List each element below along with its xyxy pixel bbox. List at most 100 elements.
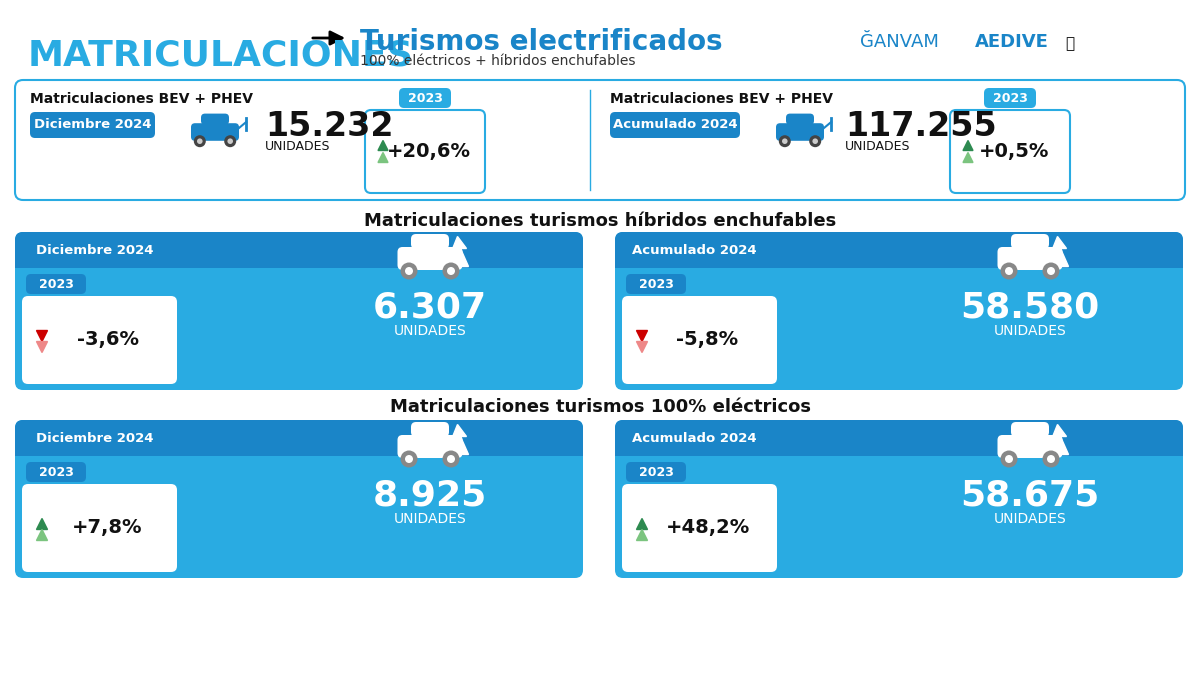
FancyBboxPatch shape	[1010, 422, 1049, 437]
Circle shape	[1006, 267, 1013, 275]
Text: 15.232: 15.232	[265, 110, 394, 143]
Circle shape	[1001, 263, 1018, 279]
FancyBboxPatch shape	[997, 247, 1062, 270]
FancyBboxPatch shape	[622, 484, 778, 572]
Text: Acumulado 2024: Acumulado 2024	[632, 244, 757, 256]
FancyBboxPatch shape	[622, 296, 778, 384]
FancyBboxPatch shape	[365, 110, 485, 193]
Text: 8.925: 8.925	[373, 478, 487, 512]
FancyBboxPatch shape	[398, 88, 451, 108]
Bar	[616, 250, 1183, 268]
Text: 6.307: 6.307	[373, 290, 487, 324]
Circle shape	[224, 135, 236, 147]
Polygon shape	[636, 518, 648, 529]
FancyBboxPatch shape	[626, 274, 686, 294]
Polygon shape	[378, 153, 388, 163]
Text: Turismos electrificados: Turismos electrificados	[360, 28, 722, 56]
Text: +7,8%: +7,8%	[72, 518, 143, 537]
FancyBboxPatch shape	[14, 80, 1186, 200]
FancyBboxPatch shape	[14, 420, 583, 456]
Polygon shape	[36, 331, 48, 342]
FancyBboxPatch shape	[410, 234, 449, 249]
Circle shape	[1046, 455, 1055, 463]
FancyBboxPatch shape	[950, 110, 1070, 193]
Circle shape	[812, 138, 818, 144]
Text: -5,8%: -5,8%	[677, 331, 738, 350]
FancyBboxPatch shape	[984, 88, 1036, 108]
Text: +20,6%: +20,6%	[386, 142, 470, 161]
Circle shape	[443, 450, 460, 468]
Circle shape	[1046, 267, 1055, 275]
FancyBboxPatch shape	[22, 484, 178, 572]
Polygon shape	[636, 342, 648, 352]
Text: +0,5%: +0,5%	[979, 142, 1049, 161]
FancyBboxPatch shape	[626, 462, 686, 482]
FancyBboxPatch shape	[14, 420, 583, 578]
Polygon shape	[1051, 236, 1068, 267]
FancyBboxPatch shape	[410, 422, 449, 437]
Text: UNIDADES: UNIDADES	[994, 512, 1067, 526]
Circle shape	[443, 263, 460, 279]
Text: 2023: 2023	[638, 277, 673, 290]
Circle shape	[401, 263, 418, 279]
Circle shape	[406, 455, 413, 463]
Text: UNIDADES: UNIDADES	[994, 324, 1067, 338]
FancyBboxPatch shape	[622, 237, 767, 263]
FancyBboxPatch shape	[997, 435, 1062, 458]
FancyBboxPatch shape	[22, 425, 167, 451]
Polygon shape	[36, 529, 48, 541]
Circle shape	[809, 135, 821, 147]
Circle shape	[1006, 455, 1013, 463]
FancyBboxPatch shape	[26, 462, 86, 482]
Text: Diciembre 2024: Diciembre 2024	[34, 119, 151, 132]
Text: +48,2%: +48,2%	[665, 518, 750, 537]
Text: 100% eléctricos + híbridos enchufables: 100% eléctricos + híbridos enchufables	[360, 54, 636, 68]
Polygon shape	[636, 331, 648, 342]
Text: 🚗: 🚗	[1066, 36, 1074, 51]
Text: UNIDADES: UNIDADES	[845, 140, 911, 153]
Text: 2023: 2023	[38, 466, 73, 479]
Text: Matriculaciones turismos 100% eléctricos: Matriculaciones turismos 100% eléctricos	[390, 398, 810, 416]
Polygon shape	[1051, 425, 1068, 454]
Polygon shape	[451, 425, 468, 454]
Text: 2023: 2023	[638, 466, 673, 479]
FancyBboxPatch shape	[397, 435, 462, 458]
FancyBboxPatch shape	[14, 232, 583, 390]
Text: 58.580: 58.580	[960, 290, 1099, 324]
Circle shape	[1043, 263, 1060, 279]
Text: Matriculaciones turismos híbridos enchufables: Matriculaciones turismos híbridos enchuf…	[364, 212, 836, 230]
FancyBboxPatch shape	[191, 124, 239, 141]
Polygon shape	[36, 342, 48, 352]
Circle shape	[1043, 450, 1060, 468]
Text: ĞANVAM: ĞANVAM	[860, 33, 938, 51]
Bar	[14, 250, 583, 268]
Polygon shape	[36, 518, 48, 529]
Circle shape	[446, 267, 455, 275]
Text: UNIDADES: UNIDADES	[265, 140, 330, 153]
FancyBboxPatch shape	[30, 112, 155, 138]
Circle shape	[1001, 450, 1018, 468]
Text: 2023: 2023	[408, 92, 443, 105]
Bar	[616, 438, 1183, 456]
Polygon shape	[964, 153, 973, 163]
FancyBboxPatch shape	[1010, 234, 1049, 249]
Text: MATRICULACIONES: MATRICULACIONES	[28, 38, 414, 72]
Circle shape	[194, 135, 206, 147]
Polygon shape	[964, 140, 973, 151]
Text: -3,6%: -3,6%	[77, 331, 138, 350]
Polygon shape	[636, 529, 648, 541]
FancyBboxPatch shape	[786, 113, 814, 125]
Text: UNIDADES: UNIDADES	[394, 512, 467, 526]
Polygon shape	[378, 140, 388, 151]
FancyBboxPatch shape	[397, 247, 462, 270]
FancyBboxPatch shape	[616, 420, 1183, 578]
Text: 58.675: 58.675	[960, 478, 1099, 512]
Text: 2023: 2023	[38, 277, 73, 290]
Circle shape	[197, 138, 203, 144]
FancyBboxPatch shape	[616, 232, 1183, 390]
FancyBboxPatch shape	[616, 420, 1183, 456]
FancyBboxPatch shape	[202, 113, 229, 125]
FancyBboxPatch shape	[26, 274, 86, 294]
Circle shape	[228, 138, 233, 144]
Text: 2023: 2023	[992, 92, 1027, 105]
